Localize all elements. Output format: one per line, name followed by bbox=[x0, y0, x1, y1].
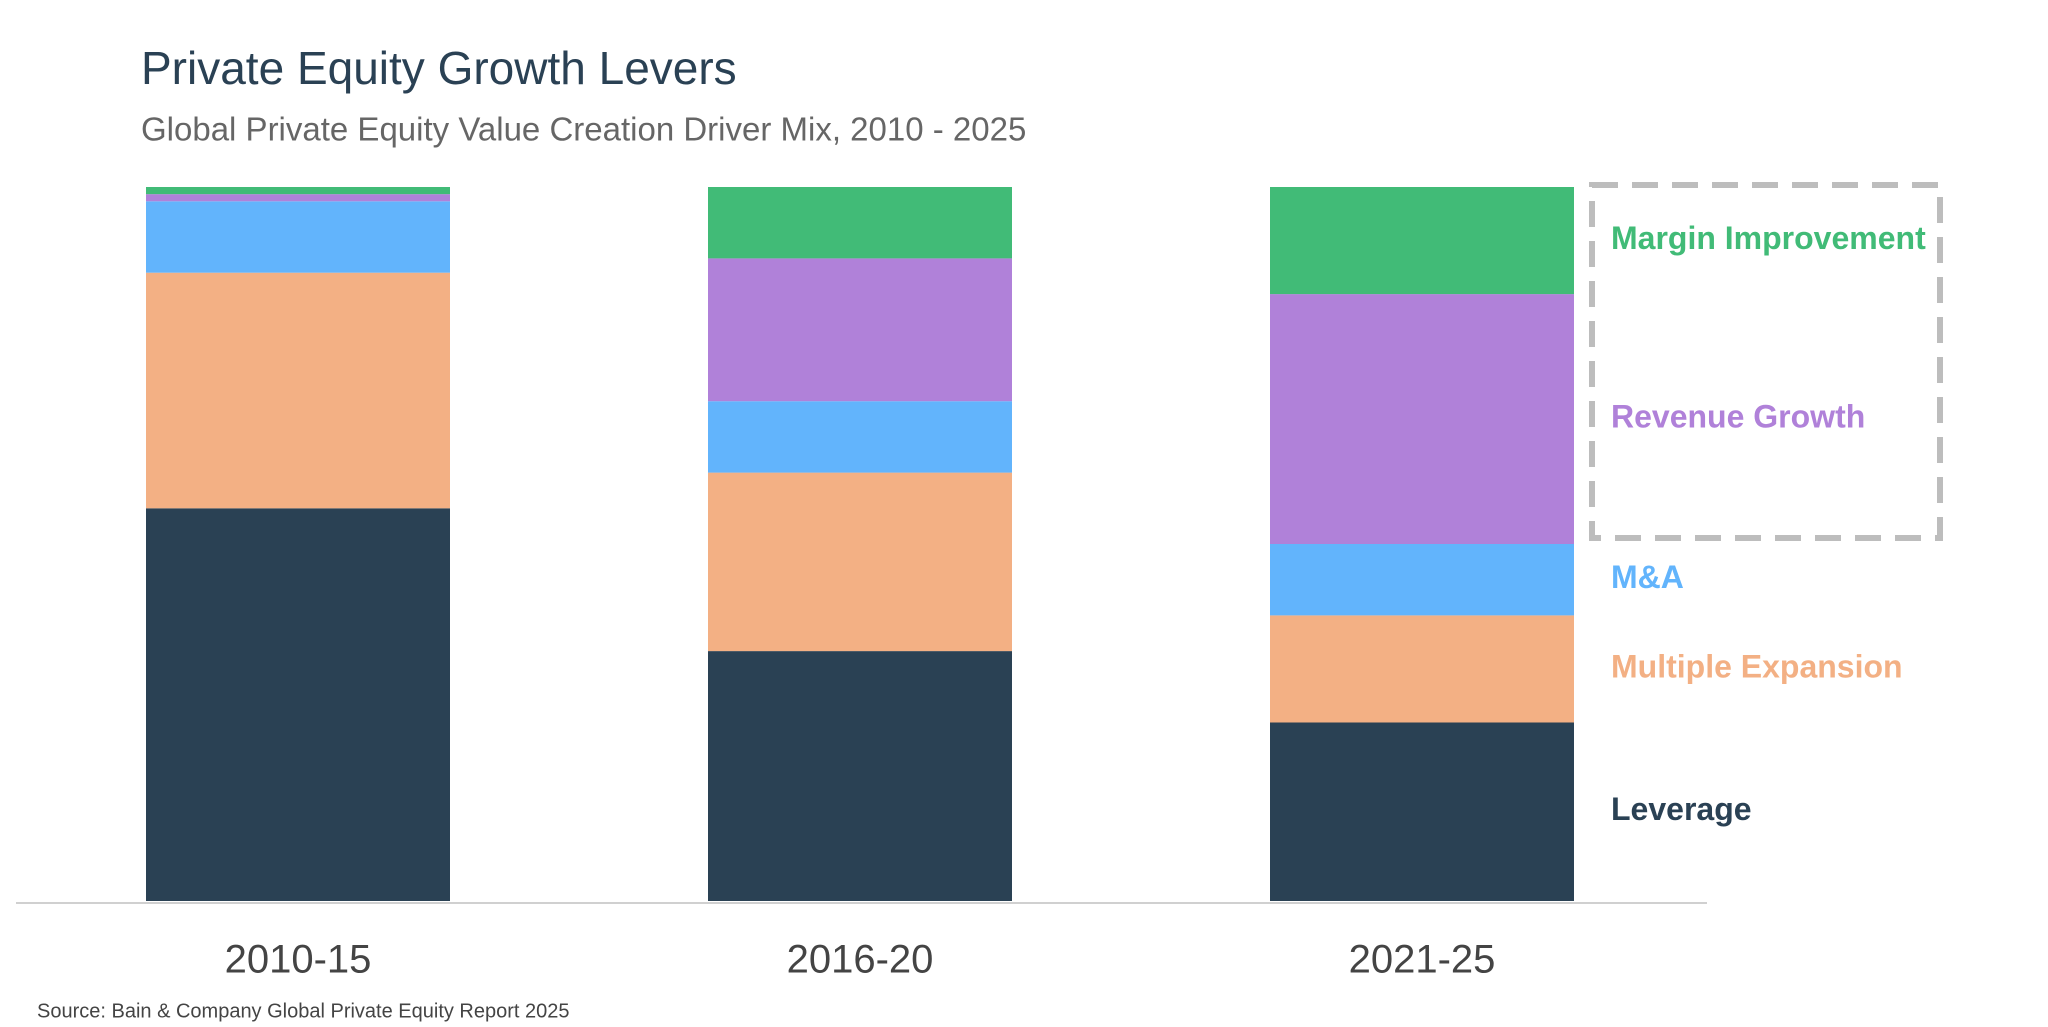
source-note: Source: Bain & Company Global Private Eq… bbox=[37, 1000, 570, 1022]
bar-segment bbox=[146, 194, 450, 202]
chart-subtitle: Global Private Equity Value Creation Dri… bbox=[141, 111, 1026, 148]
bar-segment bbox=[1270, 615, 1574, 723]
x-tick-label: 2016-20 bbox=[787, 938, 934, 982]
bar-segment bbox=[1270, 544, 1574, 616]
chart-title: Private Equity Growth Levers bbox=[141, 42, 737, 94]
bar-segment bbox=[708, 258, 1012, 402]
bar-segment bbox=[708, 187, 1012, 259]
legend-label: Revenue Growth bbox=[1611, 399, 1865, 435]
bar-segment bbox=[1270, 294, 1574, 544]
bar-segment bbox=[708, 651, 1012, 901]
legend-label: Multiple Expansion bbox=[1611, 648, 1903, 684]
bar-segment bbox=[1270, 187, 1574, 295]
x-tick-label: 2010-15 bbox=[225, 938, 372, 982]
bar-segment bbox=[146, 187, 450, 195]
bar-segment bbox=[146, 201, 450, 273]
legend-label: Leverage bbox=[1611, 791, 1752, 827]
bar-segment bbox=[708, 472, 1012, 652]
x-tick-label: 2021-25 bbox=[1349, 938, 1496, 982]
legend-label: M&A bbox=[1611, 559, 1684, 595]
bar-segment bbox=[146, 508, 450, 901]
bar-segment bbox=[146, 272, 450, 509]
highlight-box bbox=[1589, 182, 1943, 541]
legend-label: Margin Improvement bbox=[1611, 220, 1926, 256]
bar-segment bbox=[708, 401, 1012, 473]
bar-segment bbox=[1270, 722, 1574, 901]
